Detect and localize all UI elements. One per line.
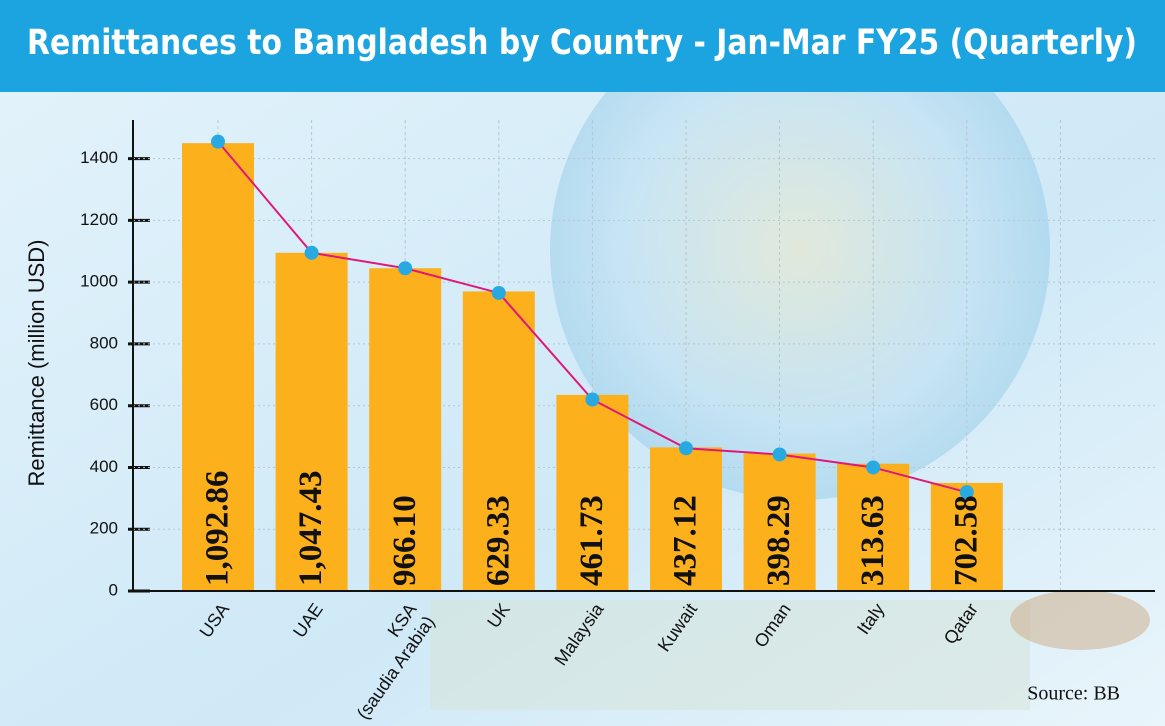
bar xyxy=(182,143,254,591)
y-tick-label: 1400 xyxy=(80,148,118,167)
y-tick-label: 1000 xyxy=(80,272,118,291)
bar-annotation: 437.12 xyxy=(668,495,704,586)
bar-annotation: 398.29 xyxy=(761,495,797,586)
line-marker xyxy=(304,245,319,260)
line-marker xyxy=(398,261,413,276)
bar-annotation: 966.10 xyxy=(387,495,423,586)
bar-annotation: 629.33 xyxy=(480,495,516,586)
bar-annotation: 702.58 xyxy=(948,495,984,586)
line-marker xyxy=(866,460,881,475)
source-note: Source: BB xyxy=(1027,683,1120,705)
line-marker xyxy=(959,485,974,500)
bar xyxy=(462,291,535,591)
globe-image xyxy=(550,0,1050,500)
bar xyxy=(743,453,816,591)
bar-annotation: 461.73 xyxy=(574,495,610,586)
bar xyxy=(930,482,1003,591)
y-tick-label: 600 xyxy=(90,395,118,414)
line-marker xyxy=(211,134,225,149)
bar-annotation: 1,092.86 xyxy=(200,471,236,587)
line-marker xyxy=(772,447,787,462)
bar xyxy=(650,447,722,591)
bar-annotation: 313.63 xyxy=(855,495,891,586)
line-marker xyxy=(491,285,506,300)
chart-title: Remittances to Bangladesh by Country - J… xyxy=(27,23,1137,63)
y-tick-label: 1200 xyxy=(80,210,118,229)
bar xyxy=(369,268,442,591)
money-image xyxy=(430,600,1030,710)
y-tick-label: 800 xyxy=(90,333,118,352)
bar xyxy=(275,252,348,591)
y-tick-label: 200 xyxy=(90,519,118,538)
bar-annotation: 1,047.43 xyxy=(293,471,329,587)
y-axis-label: Remittance (million USD) xyxy=(24,240,49,487)
header xyxy=(0,0,1165,92)
line-marker xyxy=(679,441,693,456)
y-tick-label: 400 xyxy=(90,457,118,476)
coins-image xyxy=(1010,590,1150,650)
bar xyxy=(837,463,910,591)
bar xyxy=(556,394,629,591)
y-tick-label: 0 xyxy=(109,580,118,599)
line-marker xyxy=(585,392,600,407)
